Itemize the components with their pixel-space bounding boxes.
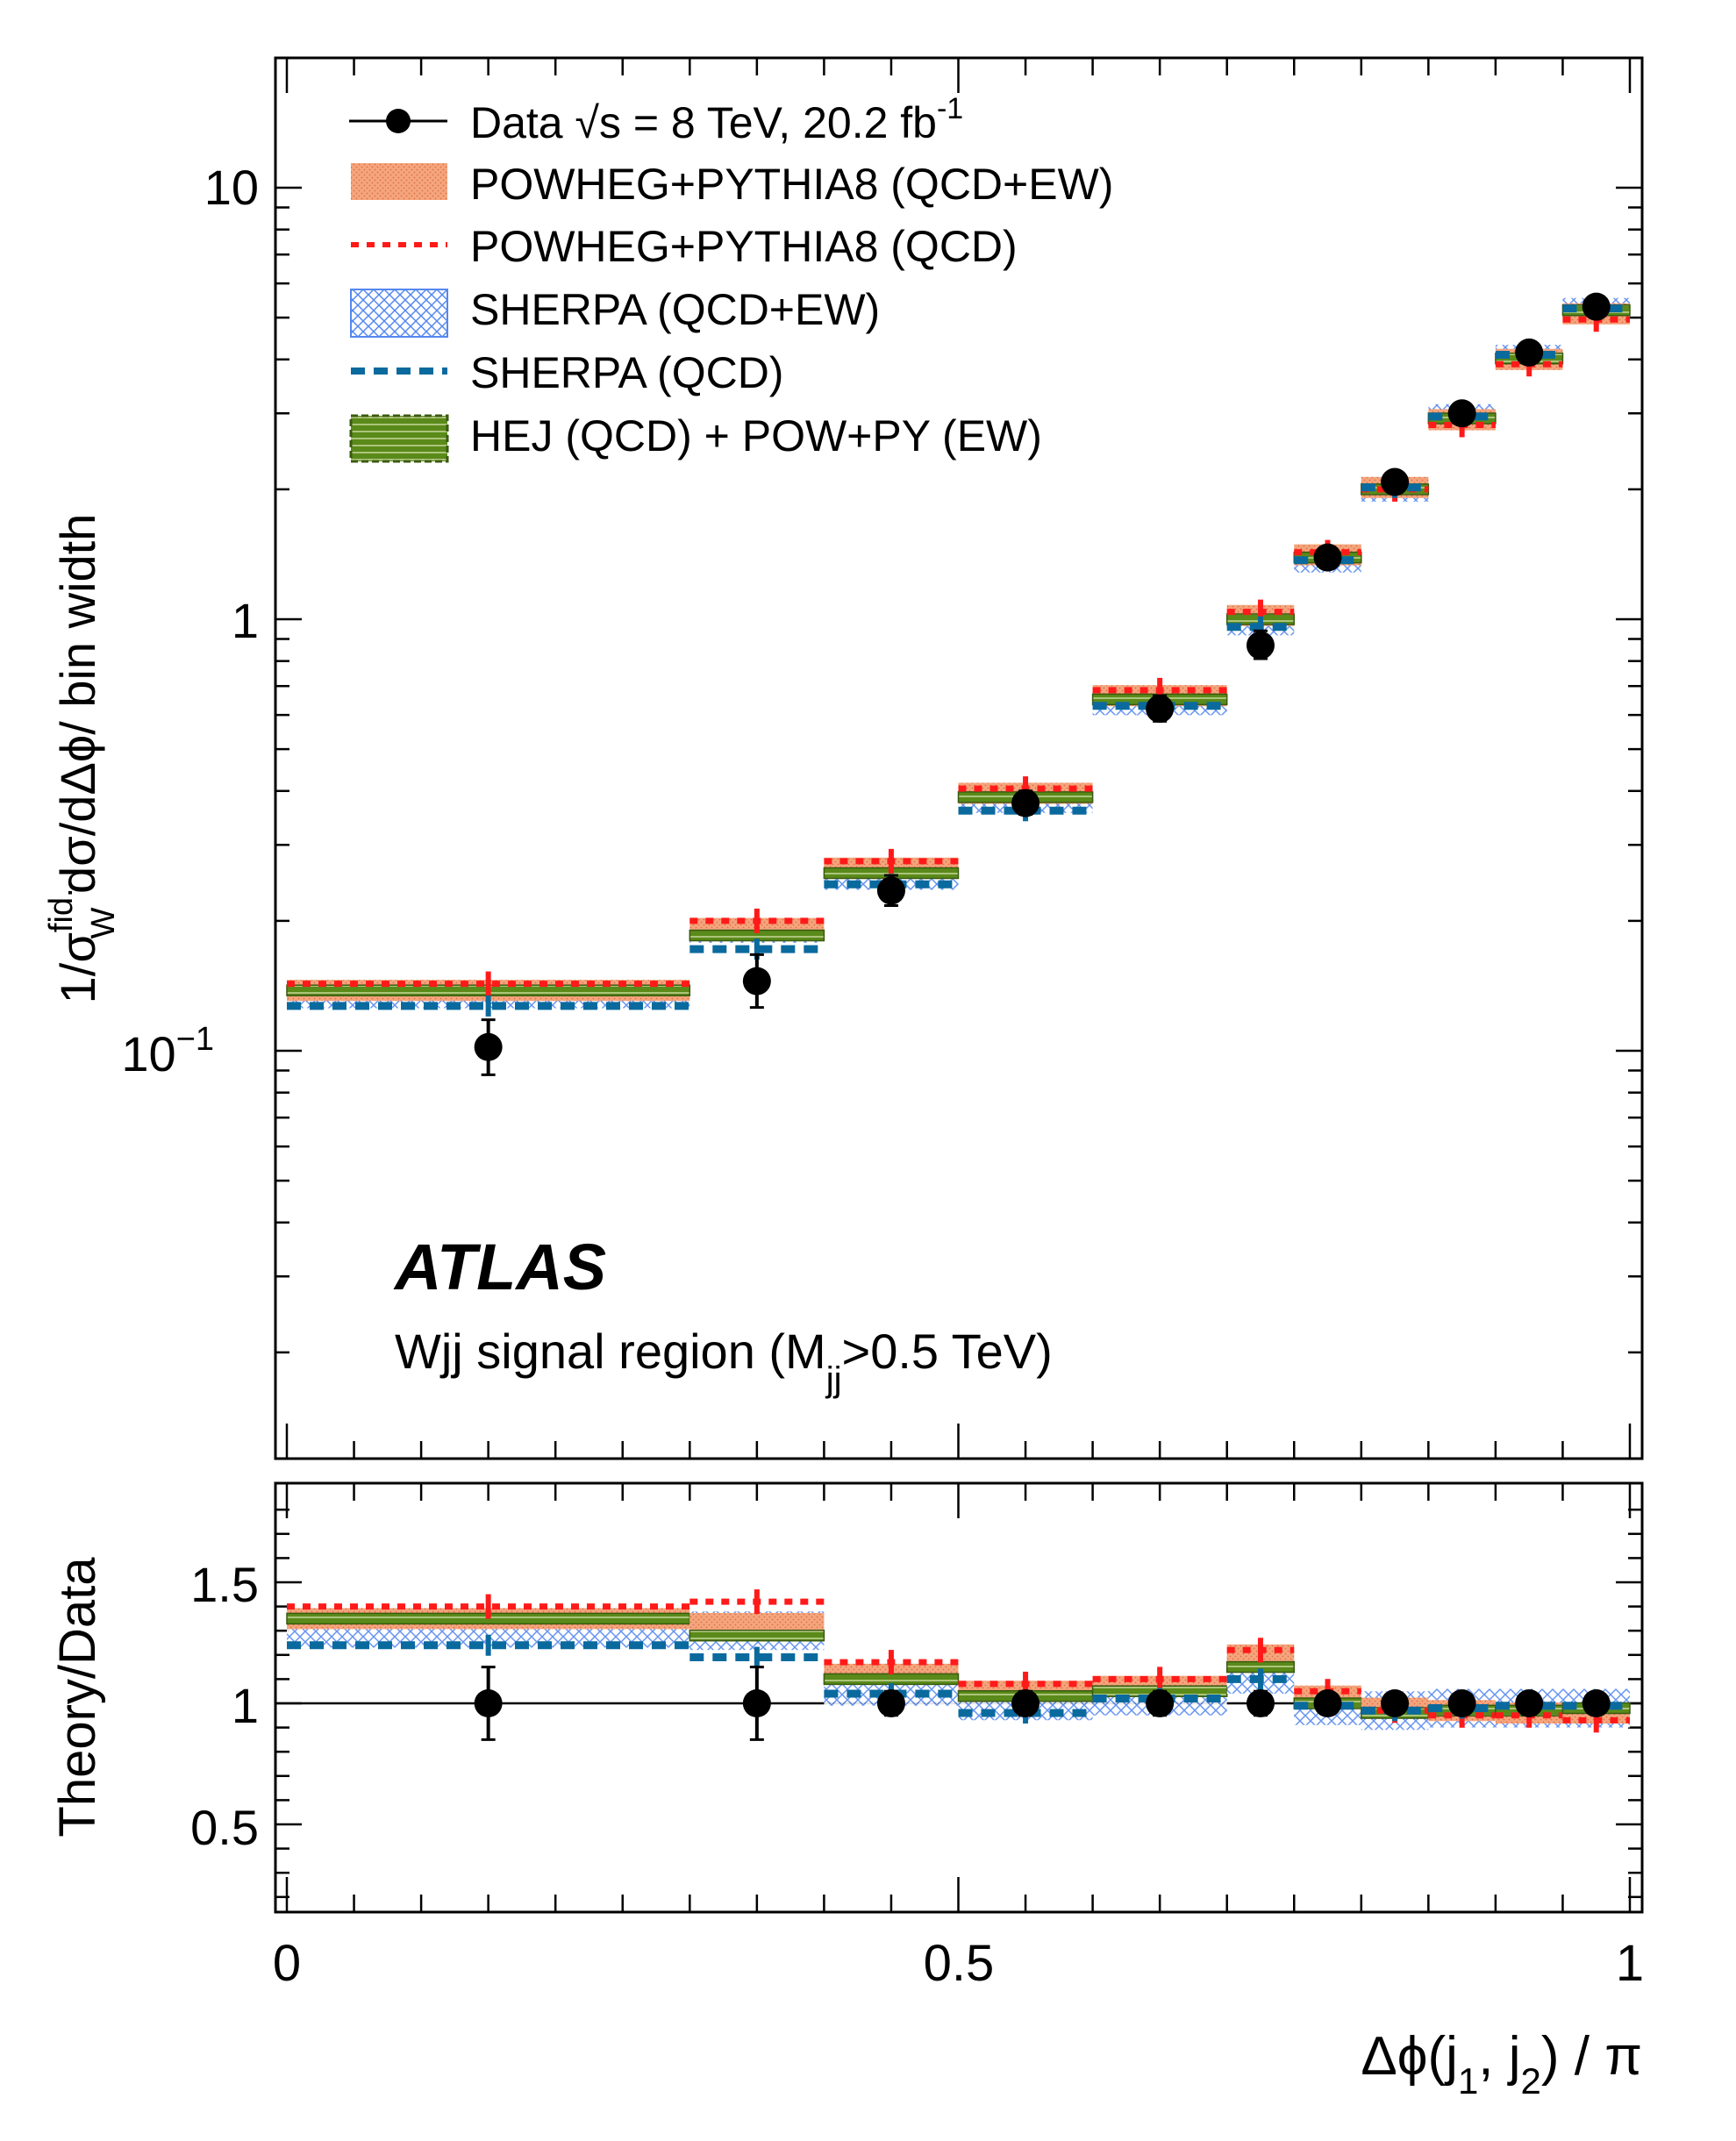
legend-label-data: Data √s = 8 TeV, 20.2 fb-1 [470,92,963,147]
legend-swatch-powheg-qcd-ew [351,163,447,200]
legend-marker-data [386,109,411,133]
data-point [1515,338,1544,367]
data-point [1313,1689,1342,1717]
data-point [1246,631,1275,660]
data-point [1146,1689,1175,1717]
ratio-panel: 1.5 1 0.5 Theory/Data 0 0.5 1 Δϕ(j1, j2)… [49,1481,1644,2102]
y-tick-label-0p1: 10−1 [121,1021,214,1081]
legend: Data √s = 8 TeV, 20.2 fb-1 POWHEG+PYTHIA… [349,92,1113,463]
legend-entry-data: Data √s = 8 TeV, 20.2 fb-1 [349,92,963,147]
data-point [1313,543,1342,572]
ratio-y-tick-label-0p5: 0.5 [190,1800,259,1855]
legend-label-sherpa-qcd: SHERPA (QCD) [470,348,783,397]
legend-entry-powheg-qcd-ew: POWHEG+PYTHIA8 (QCD+EW) [351,160,1113,209]
x-axis-label: Δϕ(j1, j2) / π [1361,2026,1642,2102]
x-tick-label-0: 0 [273,1935,301,1992]
y-tick-label-10: 10 [204,160,259,215]
legend-entry-hej: HEJ (QCD) + POW+PY (EW) [349,411,1042,463]
region-label: Wjj signal region (Mjj>0.5 TeV) [395,1324,1053,1399]
ratio-y-tick-label-1p5: 1.5 [190,1557,259,1612]
main-x-ticks [285,58,1632,1459]
ratio-y-axis-label: Theory/Data [49,1557,106,1838]
bar-hej [823,1673,960,1686]
data-point [1515,1689,1544,1717]
data-point [474,1032,503,1061]
legend-swatch-hej [349,414,449,463]
data-point [1011,1689,1040,1717]
data-point [1582,1689,1611,1717]
main-frame [274,56,1644,1460]
main-plot-area [286,292,1631,1076]
data-point [1447,399,1476,428]
data-point [1381,1689,1410,1717]
x-tick-label-0p5: 0.5 [924,1935,995,1992]
ratio-plot-area [275,1589,1642,1741]
data-point [474,1689,503,1717]
data-point [1381,467,1410,496]
data-point [1447,1689,1476,1717]
legend-entry-sherpa-qcd-ew: SHERPA (QCD+EW) [350,285,880,338]
data-point [742,967,771,996]
ratio-y-tick-label-1: 1 [232,1678,259,1733]
data-point [1246,1689,1275,1717]
data-point [876,876,905,905]
data-point [742,1689,771,1717]
legend-swatch-sherpa-qcd-ew [350,289,448,338]
legend-label-powheg-qcd-ew: POWHEG+PYTHIA8 (QCD+EW) [470,160,1113,209]
main-panel: 10 1 10−1 1/σfid. W dσ/dΔϕ/ bin width Dat… [43,56,1644,1460]
legend-entry-sherpa-qcd: SHERPA (QCD) [351,348,783,397]
x-tick-label-1: 1 [1616,1935,1644,1992]
data-point [876,1689,905,1717]
data-point [1146,695,1175,724]
main-y-minor-ticks [275,56,1642,1354]
atlas-label: ATLAS [393,1231,606,1303]
legend-label-powheg-qcd: POWHEG+PYTHIA8 (QCD) [470,222,1018,271]
data-point [1582,292,1611,321]
legend-label-hej: HEJ (QCD) + POW+PY (EW) [470,411,1042,460]
y-tick-label-1: 1 [232,593,259,648]
legend-label-sherpa-qcd-ew: SHERPA (QCD+EW) [470,285,880,334]
legend-entry-powheg-qcd: POWHEG+PYTHIA8 (QCD) [351,222,1018,271]
main-y-axis-label: 1/σfid. W dσ/dΔϕ/ bin width [43,514,122,1004]
data-point [1011,789,1040,817]
bar-hej [689,1629,825,1642]
